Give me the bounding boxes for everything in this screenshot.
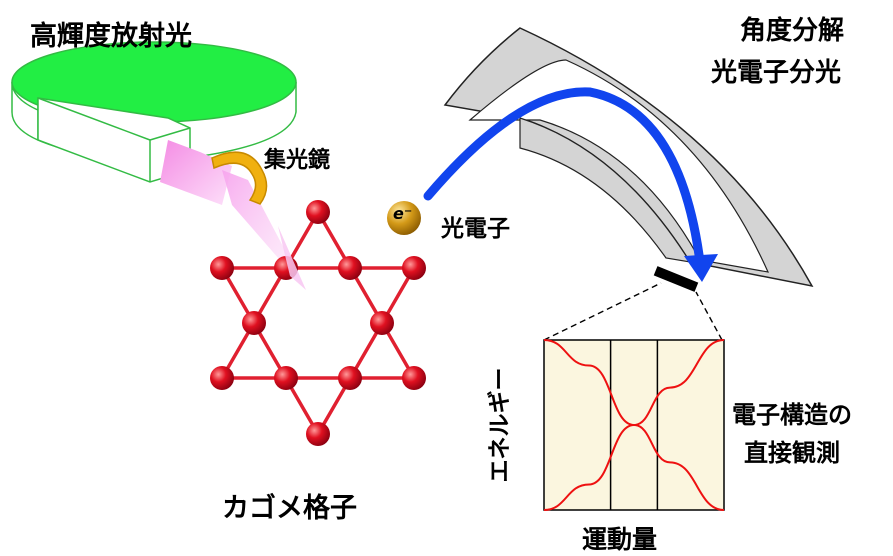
atom xyxy=(370,311,394,335)
electron-trajectory xyxy=(423,87,705,267)
kagome-label: カゴメ格子 xyxy=(222,493,357,524)
atom xyxy=(242,311,266,335)
analyzer-label-line2: 光電子分光 xyxy=(711,58,842,88)
atom xyxy=(338,366,362,390)
atom xyxy=(338,256,362,280)
x-axis-label: 運動量 xyxy=(582,525,658,554)
photoelectron-ball xyxy=(387,201,421,235)
atom xyxy=(210,256,234,280)
atom xyxy=(274,366,298,390)
focusing-mirror xyxy=(211,151,268,205)
atom xyxy=(210,366,234,390)
atom xyxy=(402,366,426,390)
kagome-lattice xyxy=(220,210,416,436)
band-line xyxy=(543,339,725,511)
electron-symbol: e⁻ xyxy=(393,204,413,223)
atom xyxy=(402,256,426,280)
atom xyxy=(306,422,330,446)
band-structure-plot xyxy=(543,339,725,511)
synchrotron-label: 高輝度放射光 xyxy=(30,21,192,52)
analyzer-label-line1: 角度分解 xyxy=(740,16,845,46)
atom xyxy=(306,200,330,224)
mirror-label: 集光鏡 xyxy=(264,148,331,173)
electron-arrowhead xyxy=(684,254,718,282)
y-axis-label: エネルギー xyxy=(487,367,513,483)
kagome-atoms xyxy=(210,200,426,446)
light-beam xyxy=(160,140,232,205)
result-label-line2: 直接観測 xyxy=(744,439,840,467)
result-label-line1: 電子構造の xyxy=(732,401,852,429)
photoelectron-label: 光電子 xyxy=(441,216,510,242)
detector xyxy=(653,266,699,292)
